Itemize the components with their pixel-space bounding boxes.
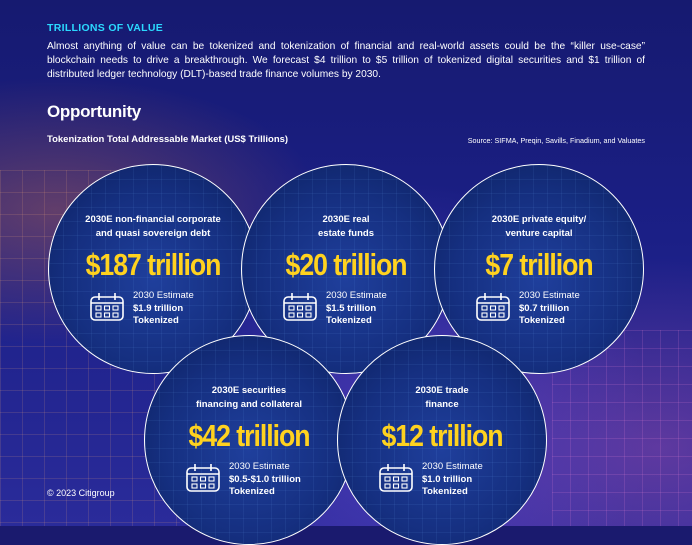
estimate-block: 2030 Estimate $0.5-$1.0 trillion Tokeniz…: [179, 461, 339, 505]
circle-value: $20 trillion: [285, 247, 408, 282]
circle-value: $12 trillion: [381, 418, 504, 453]
calendar-icon: [379, 464, 413, 492]
estimate-text: 2030 Estimate $0.5-$1.0 trillion Tokeniz…: [229, 461, 301, 497]
circle-background-art: [145, 336, 353, 544]
estimate-block: 2030 Estimate $1.5 trillion Tokenized: [276, 290, 436, 334]
estimate-text: 2030 Estimate $1.9 trillion Tokenized: [133, 290, 194, 326]
estimate-block: 2030 Estimate $1.9 trillion Tokenized: [83, 290, 243, 334]
circle-title: 2030E private equity/ venture capital: [491, 214, 587, 239]
estimate-text: 2030 Estimate $1.5 trillion Tokenized: [326, 290, 387, 326]
circle-title: 2030E securities financing and collatera…: [195, 385, 303, 410]
estimate-block: 2030 Estimate $1.0 trillion Tokenized: [372, 461, 532, 505]
tam-circle-private-equity: 2030E private equity/ venture capital $7…: [434, 164, 644, 374]
circle-title: 2030E real estate funds: [318, 214, 374, 239]
tam-circle-trade-finance: 2030E trade finance $12 trillion 2030 Es…: [337, 335, 547, 545]
source-note: Source: SIFMA, Preqin, Savills, Finadium…: [467, 136, 645, 145]
chart-subtitle: Tokenization Total Addressable Market (U…: [47, 134, 289, 145]
estimate-text: 2030 Estimate $1.0 trillion Tokenized: [422, 461, 483, 497]
tam-circle-securities-financing: 2030E securities financing and collatera…: [144, 335, 354, 545]
estimate-text: 2030 Estimate $0.7 trillion Tokenized: [519, 290, 580, 326]
section-kicker: TRILLIONS OF VALUE: [47, 22, 164, 34]
circle-title: 2030E non-financial corporate and quasi …: [85, 214, 221, 239]
calendar-icon: [283, 293, 317, 321]
circle-title: 2030E trade finance: [415, 385, 469, 410]
tam-circle-real-estate: 2030E real estate funds $20 trillion 203…: [241, 164, 451, 374]
calendar-icon: [476, 293, 510, 321]
estimate-block: 2030 Estimate $0.7 trillion Tokenized: [469, 290, 629, 334]
copyright-footer: © 2023 Citigroup: [47, 488, 115, 498]
calendar-icon: [186, 464, 220, 492]
circle-value: $7 trillion: [485, 247, 593, 282]
circle-value: $187 trillion: [85, 247, 222, 282]
circle-background-art: [338, 336, 546, 544]
page-title: Opportunity: [47, 102, 141, 121]
intro-paragraph: Almost anything of value can be tokenize…: [47, 41, 645, 80]
circle-value: $42 trillion: [188, 418, 311, 453]
calendar-icon: [90, 293, 124, 321]
